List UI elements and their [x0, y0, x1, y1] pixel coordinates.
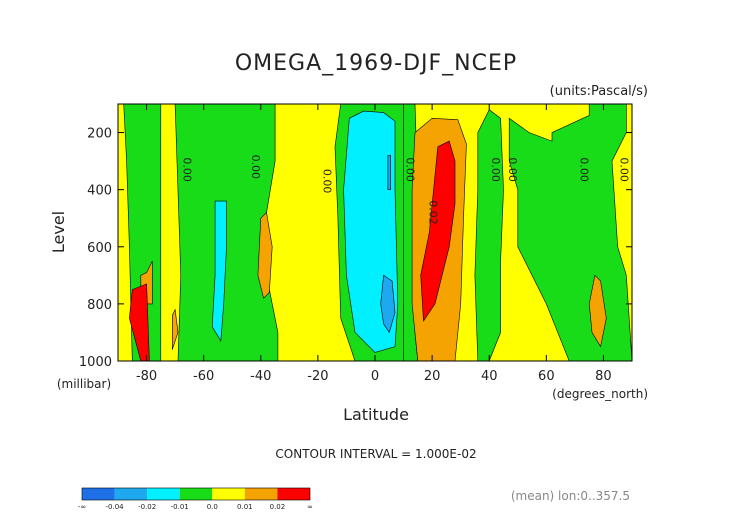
y-tick-label: 400	[87, 184, 112, 199]
x-axis-units: (degrees_north)	[552, 387, 648, 401]
contour-region-cyan	[211, 200, 227, 342]
contour-label: 0.00	[506, 157, 519, 182]
y-axis-label: Level	[49, 211, 68, 253]
x-tick-label: -20	[307, 369, 328, 384]
x-tick-label: 80	[595, 369, 612, 384]
x-tick-label: 20	[424, 369, 441, 384]
x-tick-label: -40	[250, 369, 271, 384]
contour-label: 0.00	[618, 157, 631, 182]
colorbar-label: 0.01	[237, 503, 253, 511]
x-tick-label: 40	[481, 369, 498, 384]
contour-regions	[123, 104, 632, 361]
contour-region-orange	[257, 211, 273, 299]
contour-labels: 0.00 0.00 0.00 0.00 0.02 0.00 0.00 0.00 0.00	[181, 155, 631, 225]
y-axis-units: (millibar)	[57, 377, 111, 391]
x-tick-label: 60	[538, 369, 555, 384]
y-tick-label: 1000	[79, 355, 112, 370]
contour-interval: CONTOUR INTERVAL = 1.000E-02	[275, 447, 476, 461]
contour-region-red	[420, 140, 456, 322]
colorbar-swatch	[212, 488, 245, 500]
contour-label: 0.00	[403, 157, 416, 182]
colorbar-label: -0.01	[171, 503, 189, 511]
contour-label: 0.00	[249, 155, 262, 180]
colorbar-frame	[81, 487, 311, 501]
y-tick-label: 600	[87, 241, 112, 256]
colorbar-swatch	[244, 488, 278, 500]
contour-region-green	[474, 109, 504, 361]
colorbar-swatch	[114, 488, 148, 500]
x-tick-label: -60	[193, 369, 214, 384]
colorbar-label: -0.04	[106, 503, 125, 511]
contour-region-blue	[387, 155, 392, 190]
colorbar-label: -∞	[78, 503, 86, 511]
x-axis-label: Latitude	[343, 405, 409, 424]
contour-region-orange	[588, 274, 607, 348]
colorbar: -∞ -0.04 -0.02 -0.01 0.0 0.01 0.02 ∞	[78, 487, 313, 511]
chart-title: OMEGA_1969-DJF_NCEP	[235, 51, 517, 76]
y-tick-label: 800	[87, 298, 112, 313]
contour-label: 0.00	[489, 157, 502, 182]
x-axis: -80 -60 -40 -20 0 20 40 60 80	[136, 104, 612, 384]
colorbar-label: 0.0	[207, 503, 218, 511]
x-tick-label: -80	[136, 369, 157, 384]
contour-region-red	[129, 283, 150, 361]
colorbar-label: 0.02	[270, 503, 286, 511]
contour-label: 0.00	[578, 157, 591, 182]
contour-label: 0.00	[181, 157, 194, 182]
contour-label: 0.00	[321, 169, 334, 194]
y-tick-label: 200	[87, 127, 112, 142]
x-tick-label: 0	[371, 369, 379, 384]
colorbar-swatch	[179, 488, 213, 500]
units-label: (units:Pascal/s)	[550, 84, 648, 99]
y-axis: 200 400 600 800 1000	[79, 127, 632, 370]
contour-region-orange	[172, 308, 179, 350]
footnote: (mean) lon:0..357.5	[511, 489, 630, 503]
colorbar-label: -0.02	[138, 503, 156, 511]
colorbar-swatch	[82, 488, 115, 500]
colorbar-swatch	[147, 488, 180, 500]
colorbar-label: ∞	[307, 503, 313, 511]
contour-label: 0.02	[426, 200, 439, 225]
contour-region-blue	[380, 274, 396, 334]
colorbar-swatch	[277, 488, 310, 500]
